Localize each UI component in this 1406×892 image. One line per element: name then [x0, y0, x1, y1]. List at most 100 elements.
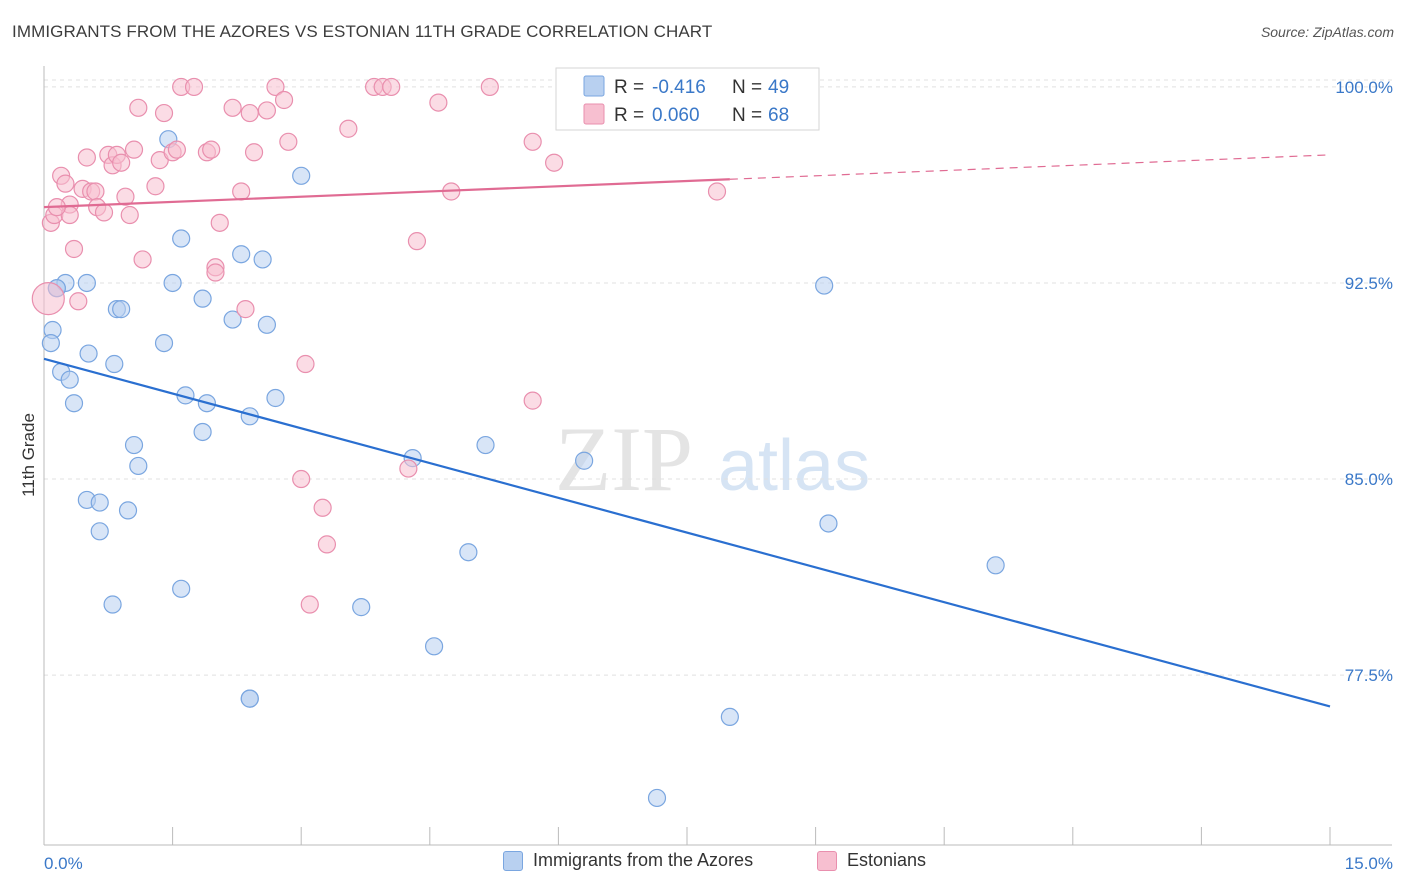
stats-r-value: -0.416 — [652, 77, 706, 98]
azores-point[interactable] — [257, 315, 277, 334]
azores-point[interactable] — [112, 300, 131, 319]
estonian-point[interactable] — [480, 77, 499, 97]
estonian-point[interactable] — [64, 239, 84, 259]
azores-point[interactable] — [266, 388, 285, 408]
estonian-point[interactable] — [382, 77, 401, 97]
azores-point[interactable] — [103, 595, 122, 614]
estonian-point[interactable] — [31, 282, 65, 316]
estonian-point[interactable] — [116, 187, 135, 206]
estonian-point[interactable] — [223, 98, 242, 117]
estonian-point[interactable] — [339, 119, 358, 138]
azores-point[interactable] — [154, 333, 174, 353]
azores-point[interactable] — [172, 579, 191, 598]
azores-point[interactable] — [424, 637, 444, 656]
azores-point[interactable] — [172, 229, 191, 248]
estonian-point[interactable] — [429, 93, 448, 112]
y-axis-label: 11th Grade — [19, 413, 38, 497]
azores-point[interactable] — [90, 522, 109, 541]
azores-point[interactable] — [459, 543, 478, 562]
estonian-point[interactable] — [210, 213, 229, 232]
estonian-point[interactable] — [206, 263, 225, 282]
azores-point[interactable] — [105, 354, 124, 374]
estonian-point[interactable] — [313, 498, 332, 517]
azores-point[interactable] — [815, 276, 834, 295]
trend-line-azores — [43, 357, 1331, 708]
y-tick-label: 85.0% — [1345, 470, 1393, 489]
estonian-point[interactable] — [94, 203, 114, 222]
x-tick-label: 15.0% — [1345, 854, 1393, 873]
legend-item-azores[interactable]: Immigrants from the Azores — [503, 850, 753, 871]
azores-point[interactable] — [819, 514, 838, 533]
azores-point[interactable] — [240, 689, 259, 708]
estonian-point[interactable] — [154, 103, 174, 123]
azores-point[interactable] — [41, 333, 60, 353]
stats-n-label: N = — [732, 77, 762, 98]
estonian-point[interactable] — [77, 148, 96, 167]
estonian-point[interactable] — [292, 469, 311, 489]
azores-point[interactable] — [79, 344, 98, 363]
azores-point[interactable] — [720, 707, 739, 727]
estonian-point[interactable] — [112, 153, 131, 172]
azores-point[interactable] — [77, 273, 96, 293]
estonian-point[interactable] — [202, 140, 221, 159]
azores-point[interactable] — [193, 422, 212, 442]
azores-point[interactable] — [90, 493, 109, 512]
estonian-point[interactable] — [300, 595, 319, 614]
azores-point[interactable] — [575, 451, 594, 470]
estonian-point[interactable] — [274, 90, 294, 110]
azores-point[interactable] — [986, 556, 1005, 575]
bottom-legend: Immigrants from the Azores Estonians — [0, 850, 1406, 880]
estonian-point[interactable] — [236, 300, 255, 319]
y-tick-label: 100.0% — [1335, 78, 1393, 97]
estonian-point[interactable] — [545, 153, 564, 172]
azores-point[interactable] — [232, 245, 251, 264]
stats-n-value: 49 — [768, 77, 789, 98]
estonian-point[interactable] — [407, 232, 427, 251]
azores-point[interactable] — [124, 435, 144, 455]
estonian-point[interactable] — [399, 459, 418, 478]
stats-legend-swatch — [583, 75, 605, 97]
azores-point[interactable] — [64, 394, 84, 413]
azores-point[interactable] — [163, 273, 182, 293]
estonian-point[interactable] — [296, 354, 315, 374]
trend-line-estonians-extension — [729, 154, 1331, 180]
azores-point[interactable] — [129, 456, 148, 476]
estonian-point[interactable] — [146, 177, 165, 196]
estonian-point[interactable] — [56, 174, 75, 193]
estonian-point[interactable] — [244, 143, 264, 162]
estonian-point[interactable] — [86, 182, 105, 201]
stats-r-label: R = — [614, 77, 644, 98]
azores-point[interactable] — [60, 370, 79, 389]
azores-point[interactable] — [352, 598, 371, 617]
azores-point[interactable] — [253, 250, 272, 269]
estonian-point[interactable] — [523, 132, 542, 151]
estonian-point[interactable] — [232, 182, 251, 201]
stats-r-label: R = — [614, 105, 644, 126]
estonian-point[interactable] — [523, 391, 542, 410]
estonian-point[interactable] — [257, 101, 277, 120]
estonian-point[interactable] — [184, 77, 204, 97]
legend-item-estonians[interactable]: Estonians — [817, 850, 926, 871]
estonian-point[interactable] — [133, 250, 152, 269]
estonian-point[interactable] — [707, 182, 727, 201]
azores-point[interactable] — [292, 166, 311, 185]
azores-point[interactable] — [647, 788, 667, 808]
estonian-point[interactable] — [240, 103, 259, 123]
azores-point[interactable] — [476, 435, 495, 455]
stats-r-value: 0.060 — [652, 105, 700, 126]
estonian-point[interactable] — [124, 140, 144, 159]
stats-n-value: 68 — [768, 105, 789, 126]
estonian-point[interactable] — [317, 535, 337, 554]
estonian-point[interactable] — [120, 205, 139, 225]
estonian-point[interactable] — [69, 292, 88, 311]
y-tick-label: 92.5% — [1345, 274, 1393, 293]
estonian-point[interactable] — [279, 132, 298, 151]
legend-label-estonians: Estonians — [847, 850, 927, 870]
estonian-point[interactable] — [129, 98, 148, 117]
azores-point[interactable] — [223, 310, 242, 329]
estonian-point[interactable] — [167, 140, 186, 159]
azores-point[interactable] — [118, 501, 138, 520]
estonian-point[interactable] — [266, 77, 285, 97]
azores-point[interactable] — [193, 289, 212, 308]
source-label: Source: ZipAtlas.com — [1260, 24, 1394, 40]
